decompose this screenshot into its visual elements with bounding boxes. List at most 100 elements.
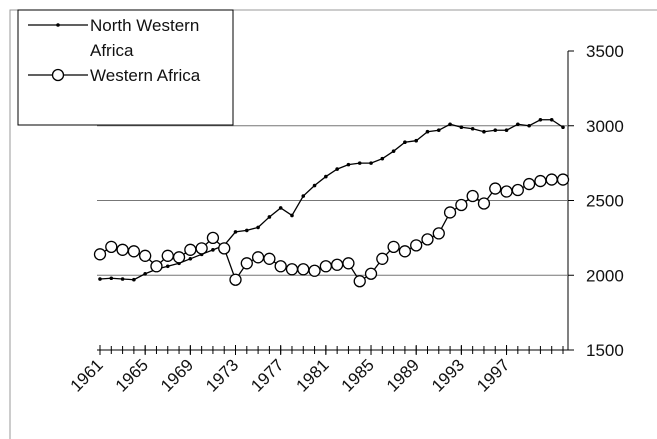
point [127,245,141,258]
x-tick-label: 1997 [473,355,513,395]
point [511,183,524,197]
legend-label: Western Africa [90,66,201,85]
point [493,128,498,133]
point [482,129,486,134]
point [538,117,543,122]
point [105,240,118,253]
point [414,138,418,143]
x-tick-label: 1961 [67,355,107,395]
point [342,257,355,270]
point [188,257,193,261]
point [109,276,114,281]
point [556,173,570,186]
point [364,267,378,280]
point [98,277,102,281]
x-tick-label: 1981 [292,355,332,395]
point [534,174,547,188]
point [319,260,333,273]
point [195,242,208,255]
point [380,156,385,161]
point [425,129,430,134]
y-tick-label: 2500 [586,192,624,211]
point [443,206,457,219]
x-tick-label: 1993 [428,355,468,395]
point [206,231,220,245]
x-tick-label: 1977 [247,355,287,395]
point [448,122,452,127]
x-tick-label: 1989 [383,355,423,395]
point [353,275,366,288]
point [522,177,536,191]
point [477,197,491,210]
point [421,233,434,246]
point [346,162,351,167]
point [93,248,107,261]
y-tick-label: 3000 [586,117,624,136]
legend-label: North Western Africa [90,16,200,60]
point [470,126,475,131]
point [267,215,272,219]
point [504,128,509,133]
point [274,260,287,273]
point [233,230,238,234]
y-tick-label: 2000 [586,266,624,285]
point [545,173,558,186]
point [132,277,136,282]
point [301,194,306,198]
point [516,122,520,127]
point [489,182,502,195]
x-tick-label: 1969 [157,355,197,395]
point [308,264,321,277]
point [229,273,242,286]
point [455,198,468,212]
point [369,161,373,165]
series-line [99,119,564,281]
point [245,228,249,233]
point [240,257,253,270]
point [410,239,423,252]
point [387,240,400,253]
legend-box [17,9,234,126]
point [139,249,152,262]
point [403,140,407,144]
point [161,249,174,262]
point [312,183,317,188]
point [500,185,513,198]
point [459,125,464,130]
point [184,243,197,256]
point [116,243,129,256]
legend-marker [56,23,60,27]
y-tick-label: 3500 [586,42,624,61]
point [165,264,170,269]
point [324,174,328,179]
point [561,125,565,130]
point [251,251,265,264]
point [263,252,276,265]
x-tick-label: 1973 [202,355,242,395]
point [391,149,396,153]
x-tick-label: 1965 [112,355,152,395]
point [432,227,445,240]
point [285,263,299,276]
point [330,258,344,271]
frame [9,9,657,439]
point [357,161,362,165]
point [172,251,186,264]
legend-marker [51,68,65,82]
point [150,260,163,273]
point [466,189,479,203]
point [297,263,310,276]
point [376,252,389,265]
y-tick-label: 1500 [586,341,624,360]
point [278,206,283,210]
point [398,245,412,258]
x-tick-label: 1985 [338,355,378,395]
point [290,213,294,218]
point [527,123,531,128]
point [256,225,260,230]
point [211,248,215,252]
point [436,128,441,133]
point [218,242,231,255]
